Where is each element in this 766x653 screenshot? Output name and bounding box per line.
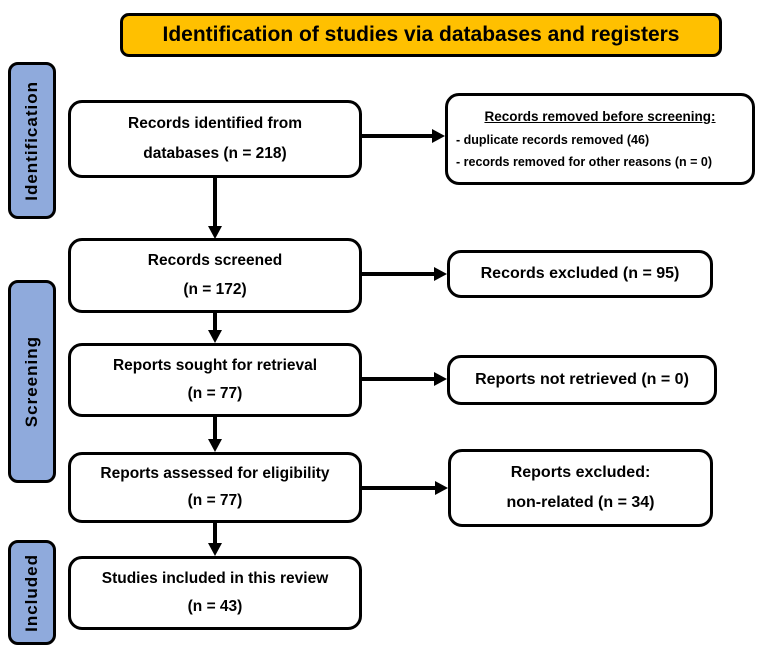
box-records-identified-line1: Records identified from (128, 115, 302, 132)
arrow-down-3-shaft (213, 417, 217, 441)
box-reports-sought: Reports sought for retrieval (n = 77) (68, 343, 362, 417)
box-reports-not-retrieved: Reports not retrieved (n = 0) (447, 355, 717, 405)
box-records-removed-item-other: - records removed for other reasons (n =… (456, 155, 712, 170)
arrow-right-3-head (434, 372, 447, 386)
stage-identification-text: Identification (22, 80, 41, 201)
box-reports-excluded-line1: Reports excluded: (510, 464, 651, 481)
arrow-down-3-head (208, 439, 222, 452)
arrow-right-4-head (435, 481, 448, 495)
arrow-right-4-shaft (362, 486, 436, 490)
box-records-excluded-text: Records excluded (n = 95) (480, 265, 680, 282)
box-studies-included-line1: Studies included in this review (101, 569, 329, 587)
arrow-down-2-head (208, 330, 222, 343)
box-records-identified-line2: databases (n = 218) (143, 145, 287, 162)
box-reports-sought-line2: (n = 77) (187, 385, 243, 403)
box-reports-assessed-line2: (n = 77) (187, 492, 243, 510)
box-records-screened-line2: (n = 172) (183, 281, 247, 298)
box-reports-excluded-line2: non-related (n = 34) (506, 494, 655, 511)
box-reports-assessed-line1: Reports assessed for eligibility (100, 464, 330, 482)
box-records-identified: Records identified from databases (n = 2… (68, 100, 362, 178)
arrow-down-1-head (208, 226, 222, 239)
arrow-right-2-shaft (362, 272, 435, 276)
arrow-down-2-shaft (213, 313, 217, 332)
arrow-right-1-shaft (362, 134, 433, 138)
box-reports-assessed: Reports assessed for eligibility (n = 77… (68, 452, 362, 523)
stage-screening-text: Screening (22, 335, 41, 428)
arrow-down-4-head (208, 543, 222, 556)
box-records-screened: Records screened (n = 172) (68, 238, 362, 313)
stage-label-screening: Screening (8, 280, 56, 483)
box-records-removed-item-duplicates: - duplicate records removed (46) (456, 132, 650, 147)
box-studies-included: Studies included in this review (n = 43) (68, 556, 362, 630)
stage-included-text: Included (22, 553, 41, 632)
arrow-right-3-shaft (362, 377, 435, 381)
arrow-down-4-shaft (213, 523, 217, 545)
box-reports-not-retrieved-text: Reports not retrieved (n = 0) (475, 371, 689, 388)
title-banner-label: Identification of studies via databases … (162, 23, 680, 46)
arrow-right-2-head (434, 267, 447, 281)
title-banner: Identification of studies via databases … (120, 13, 722, 57)
box-records-removed-heading: Records removed before screening: (484, 108, 716, 124)
stage-label-included: Included (8, 540, 56, 645)
box-records-removed: Records removed before screening: - dupl… (445, 93, 755, 185)
arrow-down-1-shaft (213, 178, 217, 228)
arrow-right-1-head (432, 129, 445, 143)
box-studies-included-line2: (n = 43) (187, 598, 243, 616)
box-reports-sought-line1: Reports sought for retrieval (112, 356, 318, 374)
box-records-screened-line1: Records screened (147, 252, 283, 269)
box-reports-excluded: Reports excluded: non-related (n = 34) (448, 449, 713, 527)
box-records-excluded: Records excluded (n = 95) (447, 250, 713, 298)
stage-label-identification: Identification (8, 62, 56, 219)
